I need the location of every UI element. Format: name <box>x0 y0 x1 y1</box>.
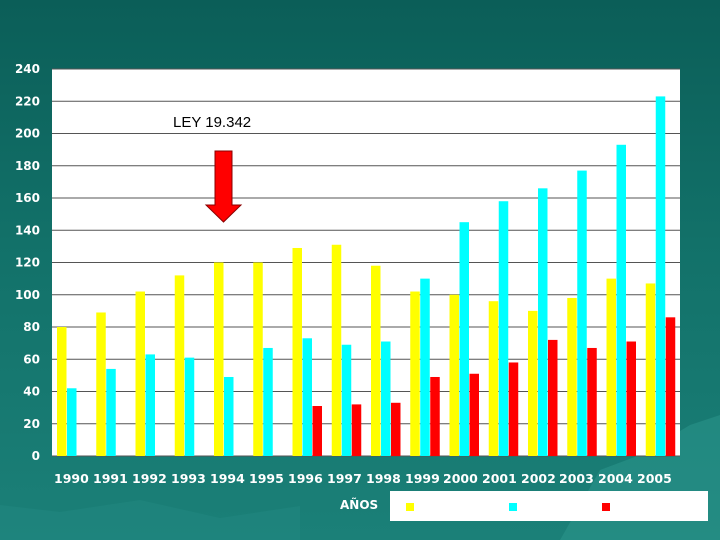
bar-agrcolas-1998 <box>371 265 381 456</box>
bar-frutales-1998 <box>381 341 391 456</box>
legend-label: Agrícolas <box>419 501 477 514</box>
bar-agrcolas-1991 <box>96 312 106 456</box>
bar-agrcolas-2000 <box>449 294 459 456</box>
x-tick-label: 1997 <box>327 471 362 486</box>
bar-frutales-2000 <box>459 222 469 456</box>
x-tick-label: 1996 <box>288 471 323 486</box>
x-tick-label: 1993 <box>171 471 206 486</box>
y-tick-label: 220 <box>15 94 40 108</box>
bar-frutales-1991 <box>106 368 116 456</box>
x-tick-label: 2001 <box>482 471 517 486</box>
x-tick-label: 1994 <box>210 471 245 486</box>
bar-agrcolas-1992 <box>135 291 145 456</box>
bar-frutales-2005 <box>655 96 666 456</box>
down-arrow-icon <box>204 150 243 223</box>
y-tick-label: 140 <box>15 223 40 237</box>
bar-agrcolas-1996 <box>292 247 302 456</box>
bar-ornamentales-2002 <box>548 339 558 456</box>
x-axis-ticks: 1990 1991 1992 1993 1994 1995 1996 1997 1998 1999… <box>54 471 672 486</box>
y-tick-label: 0 <box>32 449 40 463</box>
bar-agrcolas-2004 <box>606 278 616 456</box>
bar-frutales-1994 <box>224 376 234 456</box>
x-tick-label: 2005 <box>637 471 672 486</box>
bar-frutales-1997 <box>341 344 352 456</box>
y-tick-label: 240 <box>15 62 40 76</box>
bar-agrcolas-1999 <box>410 291 420 456</box>
bar-ornamentales-2001 <box>508 362 519 456</box>
x-tick-label: 1995 <box>249 471 284 486</box>
legend-label: Frutales <box>522 501 573 514</box>
x-tick-label: 2003 <box>559 471 594 486</box>
y-tick-label: 160 <box>15 191 40 205</box>
law-annotation: LEY 19.342 <box>173 114 251 131</box>
bar-ornamentales-1997 <box>351 404 362 456</box>
x-tick-label: 1992 <box>132 471 167 486</box>
x-tick-label: 1999 <box>405 471 440 486</box>
x-tick-label: 2000 <box>443 471 478 486</box>
bar-frutales-2002 <box>538 188 548 456</box>
bar-frutales-1996 <box>302 338 312 456</box>
bar-ornamentales-1998 <box>391 402 401 456</box>
x-tick-label: 1998 <box>366 471 401 486</box>
gridlines <box>52 68 680 457</box>
y-tick-label: 80 <box>23 320 40 334</box>
bar-agrcolas-1997 <box>331 244 342 456</box>
bar-agrcolas-2002 <box>528 310 538 456</box>
legend-box <box>390 491 708 521</box>
bar-frutales-1990 <box>67 388 77 456</box>
legend-swatch <box>509 503 517 511</box>
bar-ornamentales-1996 <box>312 406 322 456</box>
y-tick-label: 100 <box>15 288 40 302</box>
bar-agrcolas-1993 <box>174 275 185 456</box>
y-tick-label: 120 <box>15 256 40 270</box>
bar-ornamentales-2000 <box>469 373 479 456</box>
y-tick-label: 40 <box>23 385 40 399</box>
y-axis-ticks: 0 20 40 60 80 100 120 140 160 180 200 220 240 <box>15 62 40 463</box>
x-tick-label: 2002 <box>521 471 556 486</box>
bar-ornamentales-2004 <box>626 341 636 456</box>
bar-ornamentales-2003 <box>587 347 597 456</box>
legend-swatch <box>602 503 610 511</box>
bar-agrcolas-2001 <box>488 301 499 456</box>
x-axis-title: AÑOS <box>340 497 378 512</box>
bar-frutales-2004 <box>616 144 626 456</box>
y-tick-label: 200 <box>15 127 40 141</box>
bar-agrcolas-1995 <box>253 262 263 456</box>
legend-swatch <box>406 503 414 511</box>
y-tick-label: 20 <box>23 417 40 431</box>
bar-agrcolas-2005 <box>645 283 656 456</box>
legend: Agrícolas Frutales Ornamentales <box>390 491 708 521</box>
legend-label: Ornamentales <box>615 501 703 514</box>
bar-frutales-1995 <box>263 347 273 456</box>
bar-frutales-1993 <box>184 357 195 456</box>
x-tick-label: 2004 <box>598 471 633 486</box>
bar-frutales-2003 <box>577 170 587 456</box>
bar-frutales-1999 <box>420 278 430 456</box>
bar-ornamentales-2005 <box>665 317 676 456</box>
y-tick-label: 60 <box>23 352 40 366</box>
x-tick-label: 1990 <box>54 471 89 486</box>
y-tick-label: 180 <box>15 159 40 173</box>
bar-agrcolas-2003 <box>567 297 577 456</box>
water-texture-2 <box>0 500 300 540</box>
bar-frutales-2001 <box>498 201 509 456</box>
bar-agrcolas-1994 <box>214 262 224 456</box>
x-tick-label: 1991 <box>93 471 128 486</box>
bar-agrcolas-1990 <box>57 327 67 456</box>
bar-group <box>57 96 676 456</box>
bar-ornamentales-1999 <box>430 376 440 456</box>
bar-frutales-1992 <box>145 354 155 456</box>
